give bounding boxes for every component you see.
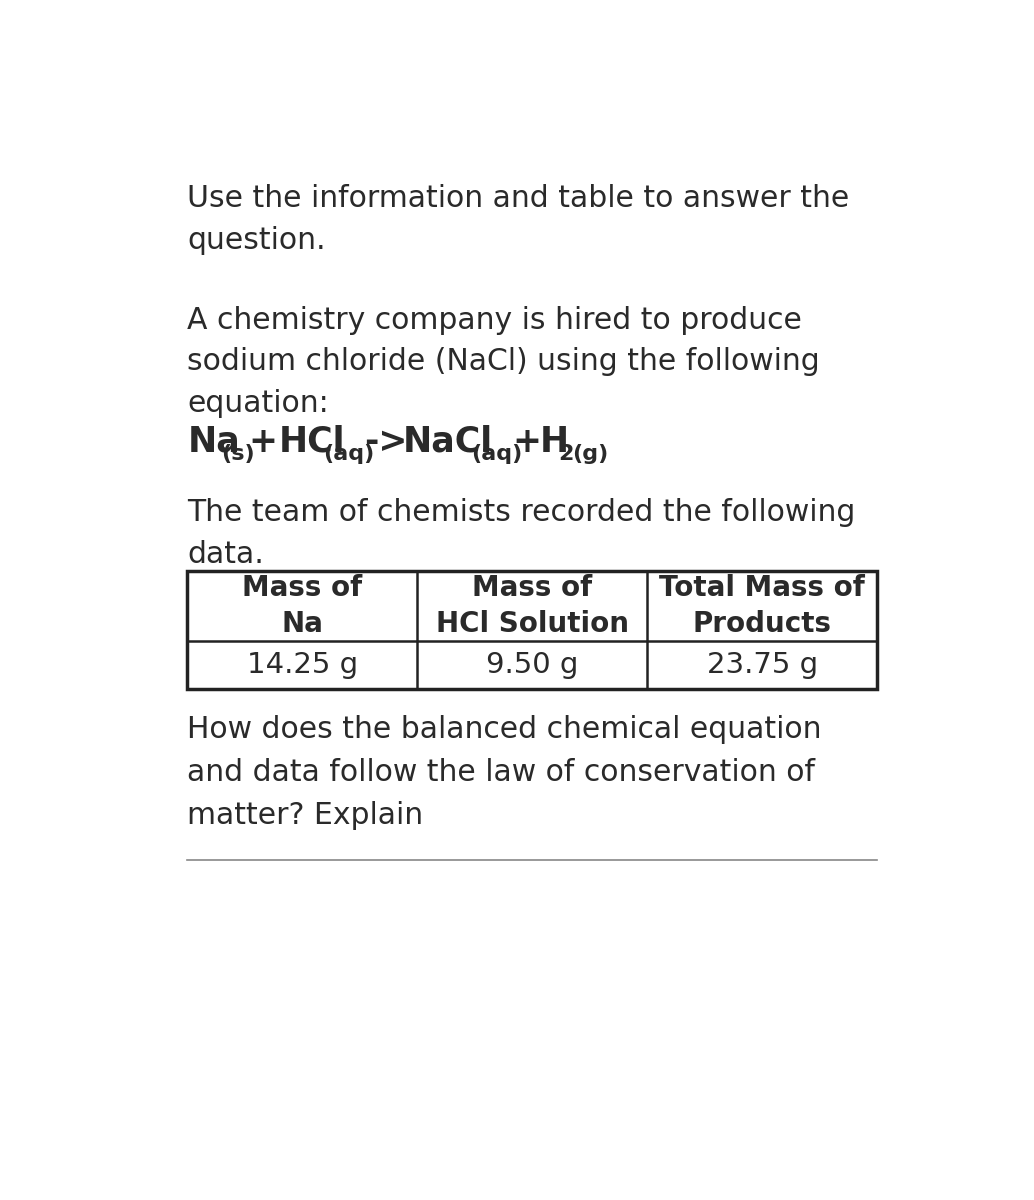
Text: (aq): (aq) — [323, 444, 374, 463]
Text: ->: -> — [364, 425, 407, 458]
Text: 2: 2 — [558, 444, 574, 463]
Bar — [187, 571, 877, 689]
Text: (s): (s) — [221, 444, 255, 463]
Text: +: + — [249, 425, 291, 458]
Text: (aq): (aq) — [472, 444, 522, 463]
Text: How does the balanced chemical equation
and data follow the law of conservation : How does the balanced chemical equation … — [187, 715, 822, 830]
Text: Mass of
Na: Mass of Na — [242, 574, 363, 638]
Text: Na: Na — [187, 425, 240, 458]
Text: A chemistry company is hired to produce
sodium chloride (NaCl) using the followi: A chemistry company is hired to produce … — [187, 306, 820, 418]
Text: Mass of
HCl Solution: Mass of HCl Solution — [435, 574, 629, 638]
Text: HCl: HCl — [279, 425, 345, 458]
Text: 9.50 g: 9.50 g — [486, 650, 578, 679]
Text: NaCl: NaCl — [403, 425, 493, 458]
Text: +: + — [513, 425, 542, 458]
Text: 14.25 g: 14.25 g — [247, 650, 358, 679]
Text: (g): (g) — [572, 444, 608, 463]
Text: Total Mass of
Products: Total Mass of Products — [660, 574, 865, 638]
Text: H: H — [540, 425, 569, 458]
Text: The team of chemists recorded the following
data.: The team of chemists recorded the follow… — [187, 498, 856, 569]
Text: Use the information and table to answer the
question.: Use the information and table to answer … — [187, 184, 850, 254]
Text: 23.75 g: 23.75 g — [706, 650, 818, 679]
